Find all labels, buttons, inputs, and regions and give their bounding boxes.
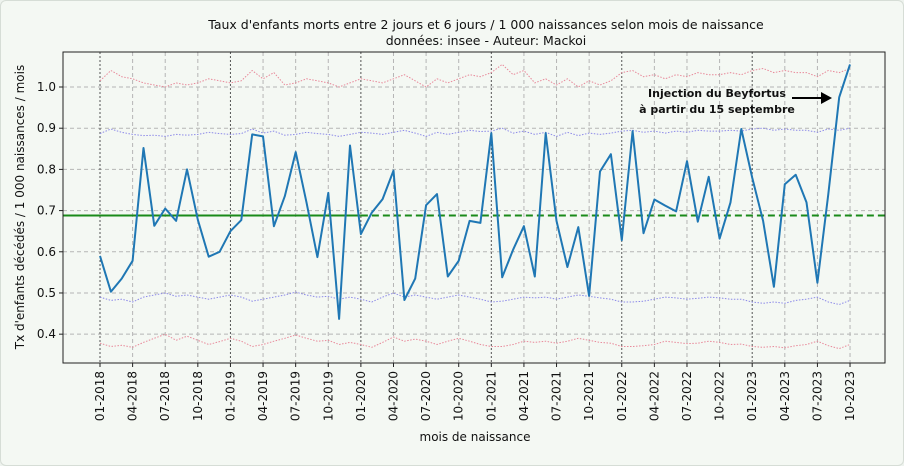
series-line-taux [99, 64, 851, 320]
x-tick-label: 01-2021 [484, 371, 498, 421]
x-tick-label: 04-2020 [386, 371, 400, 421]
annotation: Injection du Beyfortus à partir du 15 se… [639, 87, 832, 116]
x-tick-label: 04-2018 [126, 371, 140, 421]
annotation-arrow-head [821, 92, 832, 104]
x-tick-label: 07-2021 [550, 371, 564, 421]
x-tick-label: 07-2019 [289, 371, 303, 421]
y-tick-label: 0.6 [37, 245, 56, 259]
plot-area [62, 51, 886, 364]
x-tick-label: 01-2022 [615, 371, 629, 421]
x-tick-label: 07-2022 [680, 371, 694, 421]
x-tick-label: 04-2023 [778, 371, 792, 421]
x-tick-label: 10-2023 [843, 371, 857, 421]
chart-title: Taux d'enfants morts entre 2 jours et 6 … [207, 17, 764, 32]
x-tick-label: 01-2020 [354, 371, 368, 421]
annotation-line-2: à partir du 15 septembre [639, 103, 795, 116]
y-tick-label: 0.8 [37, 162, 56, 176]
x-tick-label: 04-2021 [517, 371, 531, 421]
y-tick-label: 0.9 [37, 121, 56, 135]
x-tick-label: 01-2018 [93, 371, 107, 421]
chart-subtitle: données: insee - Auteur: Mackoi [386, 33, 587, 48]
x-tick-label: 04-2022 [647, 371, 661, 421]
series-line-bound [99, 333, 851, 350]
x-tick-label: 10-2020 [452, 371, 466, 421]
y-tick-label: 0.5 [37, 286, 56, 300]
x-tick-label: 10-2021 [582, 371, 596, 421]
y-tick-label: 1.0 [37, 80, 56, 94]
x-tick-label: 10-2019 [321, 371, 335, 421]
x-tick-label: 10-2022 [713, 371, 727, 421]
y-tick-label: 0.7 [37, 204, 56, 218]
x-tick-label: 10-2018 [191, 371, 205, 421]
annotation-line-1: Injection du Beyfortus [648, 87, 786, 100]
x-axis-label: mois de naissance [420, 430, 531, 444]
x-tick-label: 07-2023 [810, 371, 824, 421]
x-tick-label: 07-2018 [158, 371, 172, 421]
series-line-bound [99, 127, 851, 137]
x-tick-label: 01-2019 [223, 371, 237, 421]
y-axis-label: Tx d'enfants décédés / 1 000 naissances … [13, 65, 27, 350]
series-line-bound [99, 63, 851, 88]
x-tick-label: 01-2023 [745, 371, 759, 421]
x-tick-label: 04-2019 [256, 371, 270, 421]
y-tick-label: 0.4 [37, 327, 56, 341]
x-tick-label: 07-2020 [419, 371, 433, 421]
series-line-bound [99, 291, 851, 305]
